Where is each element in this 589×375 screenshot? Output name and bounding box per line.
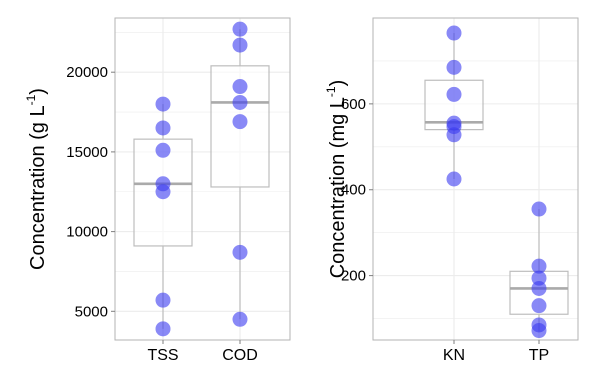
panel-border — [372, 17, 579, 341]
y-axis-title-text: Concentration (g L — [27, 105, 49, 270]
data-point-kn — [446, 86, 462, 102]
data-point-tp — [531, 258, 547, 274]
data-point-cod — [232, 21, 248, 37]
data-point-tp — [531, 298, 547, 314]
data-point-tss — [155, 321, 171, 337]
data-point-cod — [232, 311, 248, 327]
y-tick-label: 200 — [341, 268, 366, 285]
y-axis-title: Concentration (mg L-1) — [324, 80, 349, 279]
data-point-tss — [155, 184, 171, 200]
box-cod — [210, 29, 270, 320]
panel-1: 5000 10000 15000 20000 TSS COD Concentration (… — [24, 17, 291, 364]
y-tick-label: 400 — [341, 182, 366, 199]
data-point-tp — [531, 323, 547, 339]
box-kn — [424, 33, 484, 179]
y-axis-title-exponent: -1 — [24, 94, 38, 105]
data-point-cod — [232, 94, 248, 110]
data-point-cod — [232, 244, 248, 260]
data-point-cod — [232, 79, 248, 95]
data-point-tp — [531, 270, 547, 286]
data-point-kn — [446, 171, 462, 187]
x-category-label: KN — [443, 347, 465, 364]
data-point-kn — [446, 25, 462, 41]
data-point-kn — [446, 59, 462, 75]
x-category-label: COD — [222, 347, 258, 364]
data-point-kn — [446, 127, 462, 143]
x-category-label: TP — [529, 347, 549, 364]
data-point-tss — [155, 120, 171, 136]
y-axis-title-text: Concentration (mg L — [327, 97, 349, 278]
y-axis-title-close: ) — [327, 80, 349, 87]
panel-border — [114, 17, 291, 341]
panel-2: 200 400 600 KN TP Concentration (mg L-1) — [324, 17, 579, 364]
data-point-cod — [232, 37, 248, 53]
data-point-tp — [531, 280, 547, 296]
y-tick-label: 10000 — [66, 224, 108, 241]
data-point-tss — [155, 292, 171, 308]
data-point-tss — [155, 142, 171, 158]
data-point-tp — [531, 201, 547, 217]
data-point-tss — [155, 96, 171, 112]
data-point-cod — [232, 114, 248, 130]
y-axis-title-exponent: -1 — [324, 86, 338, 97]
y-tick-label: 600 — [341, 96, 366, 113]
y-axis-title-close: ) — [27, 88, 49, 95]
x-category-label: TSS — [147, 347, 178, 364]
y-axis-title: Concentration (g L-1) — [24, 88, 49, 270]
y-tick-label: 15000 — [66, 144, 108, 161]
y-tick-label: 20000 — [66, 64, 108, 81]
y-tick-label: 5000 — [75, 303, 108, 320]
